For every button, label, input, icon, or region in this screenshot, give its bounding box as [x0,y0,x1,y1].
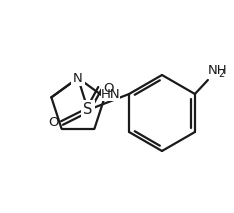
Text: 2: 2 [218,69,225,79]
Text: NH: NH [208,64,227,77]
Text: S: S [83,102,93,118]
Text: O: O [103,82,113,95]
Text: O: O [48,115,59,128]
Text: N: N [73,72,83,85]
Text: HN: HN [101,88,120,101]
